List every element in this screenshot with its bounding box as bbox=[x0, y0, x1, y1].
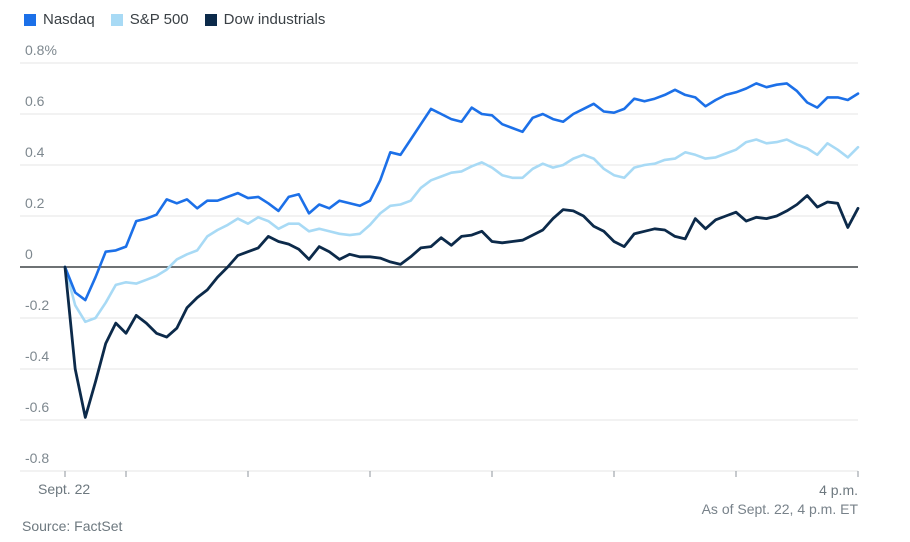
series-line-dow-industrials bbox=[63, 194, 860, 419]
y-axis-tick-label: 0 bbox=[25, 246, 33, 262]
legend-item-sp500: S&P 500 bbox=[110, 11, 189, 28]
dow-legend-swatch bbox=[204, 13, 217, 26]
nasdaq-legend-swatch bbox=[24, 13, 36, 26]
source-note: Source: FactSet bbox=[22, 518, 123, 534]
y-axis-tick-label: -0.4 bbox=[25, 348, 50, 364]
legend-label-dow: Dow industrials bbox=[223, 11, 326, 28]
legend-item-dow: Dow industrials bbox=[204, 11, 326, 28]
legend-label-sp500: S&P 500 bbox=[129, 11, 189, 28]
x-axis-label-end: 4 p.m. bbox=[819, 482, 858, 498]
sp500-legend-swatch bbox=[110, 13, 123, 26]
y-axis-tick-label: 0.2 bbox=[25, 195, 45, 211]
y-axis-tick-label: -0.8 bbox=[25, 450, 50, 466]
legend: Nasdaq S&P 500 Dow industrials bbox=[24, 11, 325, 28]
x-axis-label-start: Sept. 22 bbox=[38, 481, 91, 497]
y-axis-tick-label: 0.8% bbox=[25, 42, 57, 58]
y-axis-tick-label: -0.6 bbox=[25, 399, 50, 415]
y-axis-tick-label: 0.6 bbox=[25, 93, 45, 109]
series-line-nasdaq bbox=[63, 82, 860, 302]
series-line-s-p-500 bbox=[63, 138, 860, 324]
legend-label-nasdaq: Nasdaq bbox=[43, 11, 95, 28]
y-axis-tick-label: -0.2 bbox=[25, 297, 50, 313]
asof-note: As of Sept. 22, 4 p.m. ET bbox=[701, 501, 858, 517]
legend-item-nasdaq: Nasdaq bbox=[24, 11, 95, 28]
y-axis-tick-label: 0.4 bbox=[25, 144, 45, 160]
